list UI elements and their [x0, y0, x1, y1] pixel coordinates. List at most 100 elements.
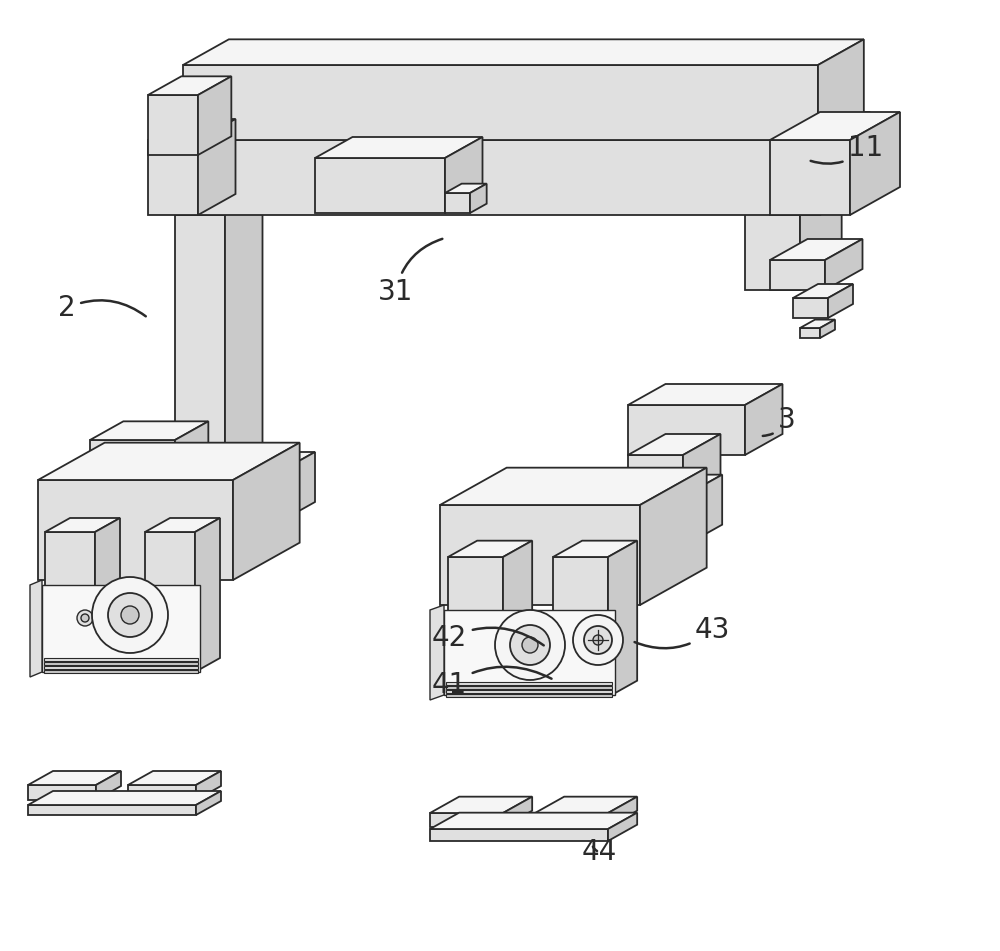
- Polygon shape: [175, 112, 870, 140]
- Polygon shape: [44, 666, 198, 669]
- Polygon shape: [820, 320, 835, 338]
- Polygon shape: [440, 468, 707, 505]
- Polygon shape: [430, 813, 637, 829]
- Polygon shape: [818, 39, 864, 140]
- Polygon shape: [800, 328, 820, 338]
- Polygon shape: [683, 434, 720, 545]
- Polygon shape: [196, 771, 221, 800]
- Polygon shape: [503, 797, 532, 827]
- Circle shape: [81, 614, 89, 622]
- Polygon shape: [148, 76, 231, 95]
- Polygon shape: [44, 662, 198, 665]
- Polygon shape: [448, 557, 503, 697]
- Polygon shape: [800, 91, 842, 290]
- Polygon shape: [444, 610, 615, 695]
- Polygon shape: [553, 541, 637, 557]
- Polygon shape: [175, 421, 208, 490]
- Polygon shape: [148, 95, 198, 155]
- Polygon shape: [198, 76, 231, 155]
- Polygon shape: [628, 384, 782, 405]
- Polygon shape: [628, 405, 745, 455]
- Circle shape: [108, 593, 152, 637]
- Polygon shape: [195, 518, 220, 672]
- Polygon shape: [446, 682, 612, 685]
- Polygon shape: [825, 239, 862, 290]
- Polygon shape: [45, 518, 120, 532]
- Polygon shape: [90, 452, 315, 480]
- Polygon shape: [160, 472, 193, 580]
- Polygon shape: [225, 194, 262, 490]
- Polygon shape: [553, 557, 608, 697]
- Polygon shape: [640, 468, 707, 605]
- Text: 44: 44: [582, 838, 617, 866]
- Polygon shape: [110, 490, 160, 580]
- Polygon shape: [503, 541, 532, 697]
- Polygon shape: [148, 119, 236, 140]
- Polygon shape: [770, 239, 862, 260]
- Polygon shape: [315, 137, 482, 158]
- Polygon shape: [30, 580, 42, 677]
- Circle shape: [522, 637, 538, 653]
- Polygon shape: [535, 797, 637, 813]
- Polygon shape: [128, 771, 221, 785]
- Polygon shape: [44, 670, 198, 673]
- Polygon shape: [430, 813, 503, 827]
- Polygon shape: [90, 421, 208, 440]
- Polygon shape: [90, 480, 265, 530]
- Polygon shape: [493, 475, 722, 505]
- Polygon shape: [430, 797, 532, 813]
- Polygon shape: [608, 797, 637, 827]
- Polygon shape: [28, 785, 96, 800]
- Text: 42: 42: [432, 624, 544, 652]
- Text: 31: 31: [378, 239, 442, 306]
- Polygon shape: [470, 184, 487, 213]
- Polygon shape: [175, 215, 225, 490]
- Polygon shape: [800, 320, 835, 328]
- Polygon shape: [446, 694, 612, 697]
- Polygon shape: [128, 785, 196, 800]
- Circle shape: [584, 626, 612, 654]
- Text: 11: 11: [811, 134, 883, 164]
- Polygon shape: [315, 158, 445, 213]
- Polygon shape: [28, 771, 121, 785]
- Polygon shape: [265, 452, 315, 530]
- Circle shape: [92, 577, 168, 653]
- Polygon shape: [430, 829, 608, 841]
- Polygon shape: [850, 112, 900, 215]
- Polygon shape: [446, 686, 612, 689]
- Circle shape: [510, 625, 550, 665]
- Polygon shape: [608, 813, 637, 841]
- Polygon shape: [770, 140, 850, 215]
- Polygon shape: [793, 298, 828, 318]
- Polygon shape: [110, 472, 193, 490]
- Polygon shape: [668, 475, 722, 555]
- Circle shape: [495, 610, 565, 680]
- Polygon shape: [90, 440, 175, 490]
- Polygon shape: [493, 505, 668, 555]
- Polygon shape: [145, 532, 195, 672]
- Polygon shape: [198, 119, 236, 215]
- Polygon shape: [445, 193, 470, 213]
- Polygon shape: [448, 541, 532, 557]
- Polygon shape: [95, 518, 120, 672]
- Polygon shape: [745, 91, 842, 115]
- Polygon shape: [446, 690, 612, 693]
- Polygon shape: [445, 184, 487, 193]
- Text: 3: 3: [763, 406, 796, 436]
- Polygon shape: [535, 813, 608, 827]
- Circle shape: [573, 615, 623, 665]
- Polygon shape: [183, 65, 818, 140]
- Circle shape: [77, 610, 93, 626]
- Polygon shape: [445, 137, 482, 213]
- Polygon shape: [770, 112, 900, 140]
- Polygon shape: [608, 541, 637, 697]
- Polygon shape: [38, 442, 300, 480]
- Polygon shape: [196, 791, 221, 815]
- Polygon shape: [28, 791, 221, 805]
- Polygon shape: [28, 805, 196, 815]
- Polygon shape: [430, 605, 444, 700]
- Polygon shape: [45, 532, 95, 672]
- Text: 2: 2: [58, 294, 146, 322]
- Polygon shape: [175, 194, 262, 215]
- Text: 43: 43: [635, 616, 730, 649]
